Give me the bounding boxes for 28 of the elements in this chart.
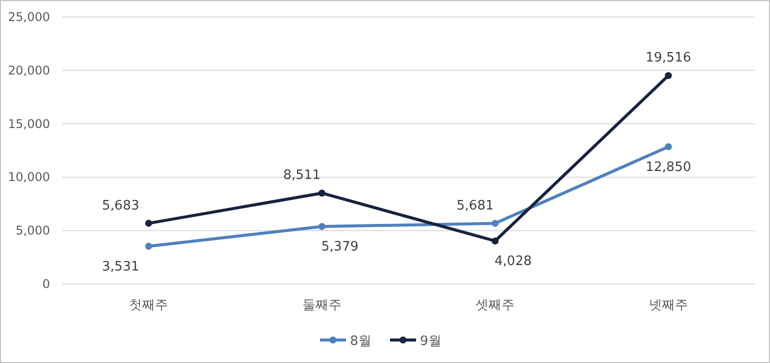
y-tick-label: 5,000 <box>16 224 50 238</box>
point <box>664 72 672 80</box>
point <box>145 220 152 227</box>
data-label: 8,511 <box>283 168 320 184</box>
x-tick-label: 넷째주 <box>648 298 688 313</box>
y-tick-label: 10,000 <box>8 170 50 184</box>
x-tick-label: 셋째주 <box>476 298 515 313</box>
point <box>492 220 499 227</box>
point <box>318 190 326 197</box>
data-label: 19,516 <box>646 50 692 66</box>
data-label: 5,683 <box>102 198 140 214</box>
legend-label: 8월 <box>350 334 372 349</box>
data-label: 5,379 <box>321 240 358 255</box>
point <box>664 143 672 150</box>
point <box>145 242 152 250</box>
point <box>318 223 326 230</box>
data-label: 12,850 <box>646 160 692 175</box>
point <box>492 237 499 244</box>
data-label: 3,531 <box>102 259 140 274</box>
data-label: 4,028 <box>494 254 532 269</box>
legend-label: 9월 <box>420 334 442 349</box>
y-tick-label: 0 <box>42 277 50 291</box>
x-tick-label: 둘째주 <box>302 298 342 313</box>
y-tick-label: 25,000 <box>8 10 50 24</box>
data-label: 5,681 <box>456 198 494 214</box>
y-tick-label: 15,000 <box>8 116 50 131</box>
y-tick-label: 20,000 <box>8 63 50 78</box>
x-tick-label: 첫째주 <box>129 298 168 313</box>
